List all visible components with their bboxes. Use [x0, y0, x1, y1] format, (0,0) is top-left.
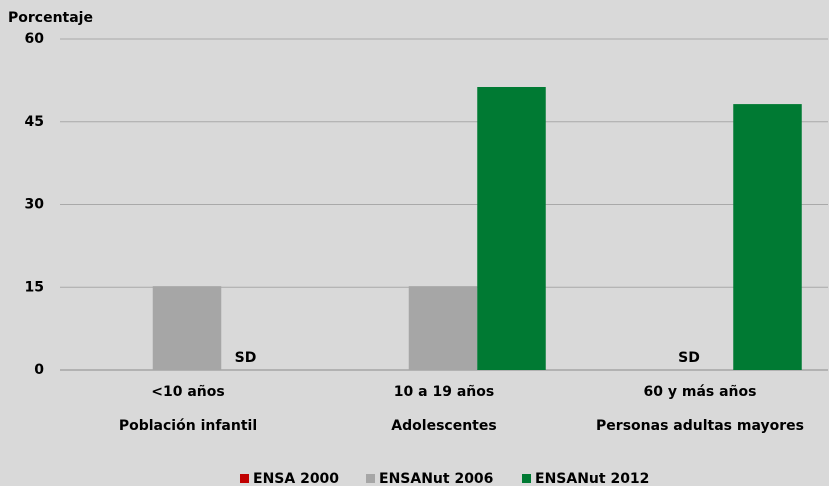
y-tick-label: 60 [25, 31, 45, 47]
y-tick-label: 45 [25, 114, 44, 130]
x-tick-label: 60 y más años [644, 384, 757, 400]
value-label: SD [678, 350, 700, 366]
bar [152, 286, 222, 370]
legend-label: ENSA 2000 [253, 471, 339, 486]
y-tick-label: 15 [25, 279, 44, 295]
value-label: SD [235, 350, 257, 366]
legend-label: ENSANut 2012 [535, 471, 649, 486]
y-tick-label: 0 [34, 362, 44, 378]
category-group-label: Personas adultas mayores [596, 418, 804, 434]
bar [733, 104, 802, 370]
category-group-label: Adolescentes [391, 418, 496, 434]
legend-swatch [522, 474, 531, 483]
x-tick-label: <10 años [151, 384, 224, 400]
y-axis-label: Porcentaje [8, 10, 93, 26]
category-group-label: Población infantil [119, 418, 257, 434]
bar [477, 86, 546, 371]
x-tick-label: 10 a 19 años [394, 384, 494, 400]
bar [408, 286, 478, 370]
legend-swatch [366, 474, 375, 483]
legend-label: ENSANut 2006 [379, 471, 493, 486]
y-tick-label: 30 [25, 197, 45, 213]
legend-swatch [240, 474, 249, 483]
